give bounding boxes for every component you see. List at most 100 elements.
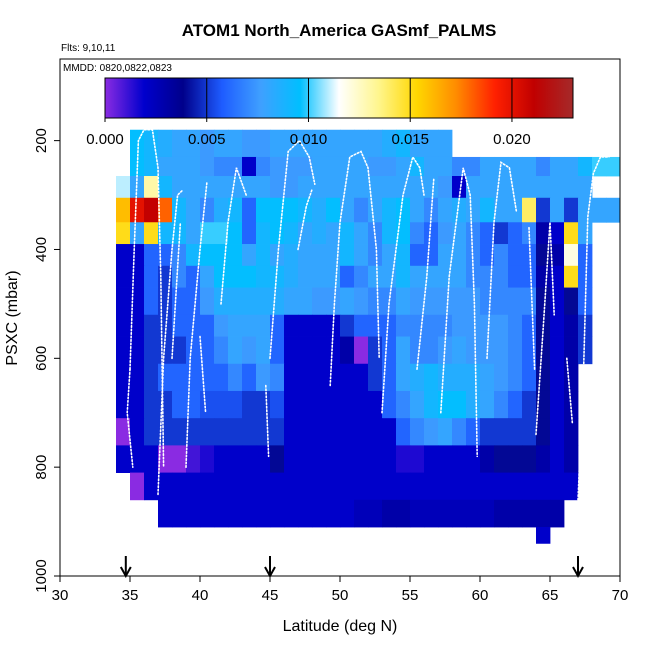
heatmap-cell xyxy=(368,390,383,419)
heatmap-cell xyxy=(116,287,131,316)
heatmap-cell xyxy=(214,499,229,528)
heatmap-cell xyxy=(368,129,383,158)
heatmap-cell xyxy=(382,156,397,177)
heatmap-cell xyxy=(564,445,579,473)
heatmap-cell xyxy=(144,363,159,392)
heatmap-cell xyxy=(158,129,173,158)
heatmap-cell xyxy=(130,472,145,501)
heatmap-cell xyxy=(480,363,495,392)
heatmap-cell xyxy=(116,244,131,267)
heatmap-cell xyxy=(172,445,187,473)
heatmap-cell xyxy=(298,363,313,392)
flight-track xyxy=(486,161,518,360)
heatmap-cell xyxy=(452,472,467,501)
heatmap-cell xyxy=(270,287,285,316)
heatmap-cell xyxy=(466,265,481,288)
latitude-marker-arrow xyxy=(572,556,584,579)
heatmap-cell xyxy=(494,336,509,365)
heatmap-cell xyxy=(312,336,327,365)
heatmap-cell xyxy=(368,472,383,501)
heatmap-cell xyxy=(522,363,537,392)
heatmap-cell xyxy=(158,445,173,473)
heatmap-cell xyxy=(158,197,173,223)
heatmap-cell xyxy=(578,265,593,288)
heatmap-cell xyxy=(214,363,229,392)
heatmap-cell xyxy=(298,499,313,528)
heatmap-cell xyxy=(368,265,383,288)
heatmap-cell xyxy=(536,472,551,501)
heatmap-cell xyxy=(354,418,369,446)
heatmap-cell xyxy=(564,156,579,177)
heatmap-cell xyxy=(214,129,229,158)
heatmap-cell xyxy=(284,390,299,419)
heatmap-cell xyxy=(494,244,509,267)
flights-annotation: Flts: 9,10,11 xyxy=(61,43,116,54)
heatmap-cell xyxy=(410,222,425,245)
heatmap-cell xyxy=(466,363,481,392)
heatmap-cell xyxy=(298,390,313,419)
heatmap-cell xyxy=(130,265,145,288)
heatmap-cell xyxy=(228,156,243,177)
heatmap-cell xyxy=(452,390,467,419)
heatmap-cell xyxy=(144,390,159,419)
heatmap-cell xyxy=(438,129,453,158)
heatmap-cell xyxy=(228,222,243,245)
heatmap-cell xyxy=(466,499,481,528)
heatmap-cell xyxy=(256,156,271,177)
heatmap-cell xyxy=(270,418,285,446)
heatmap-cell xyxy=(270,363,285,392)
heatmap-cell xyxy=(172,363,187,392)
colorbar-gradient xyxy=(104,77,574,119)
heatmap-cell xyxy=(172,472,187,501)
heatmap-cell xyxy=(158,222,173,245)
heatmap-cell xyxy=(214,197,229,223)
heatmap-cell xyxy=(424,129,439,158)
heatmap-cell xyxy=(396,156,411,177)
y-axis: 200 400 600 800 1000 xyxy=(33,128,60,593)
heatmap-cell xyxy=(186,129,201,158)
heatmap-cell xyxy=(340,222,355,245)
heatmap-cell xyxy=(410,390,425,419)
heatmap-cell xyxy=(186,499,201,528)
flight-track xyxy=(566,357,574,425)
heatmap-cell xyxy=(480,499,495,528)
heatmap-cell xyxy=(214,156,229,177)
heatmap-cell xyxy=(480,445,495,473)
heatmap-cell xyxy=(522,244,537,267)
heatmap-cell xyxy=(186,418,201,446)
heatmap-cell xyxy=(144,156,159,177)
heatmap-cell xyxy=(270,156,285,177)
heatmap-cell xyxy=(438,222,453,245)
heatmap-cell xyxy=(144,244,159,267)
heatmap-cell xyxy=(508,390,523,419)
heatmap-cell xyxy=(550,287,565,316)
heatmap-cell xyxy=(228,129,243,158)
heatmap-cell xyxy=(550,363,565,392)
heatmap-cell xyxy=(536,222,551,245)
heatmap-cell xyxy=(368,176,383,199)
heatmap-cell xyxy=(564,222,579,245)
heatmap-cell xyxy=(116,176,131,199)
heatmap-cell xyxy=(522,156,537,177)
heatmap-cell xyxy=(228,287,243,316)
heatmap-cell xyxy=(494,197,509,223)
latitude-markers xyxy=(119,556,584,579)
heatmap-cell xyxy=(228,363,243,392)
heatmap-cell xyxy=(284,314,299,337)
heatmap-cell xyxy=(256,363,271,392)
heatmap-cell xyxy=(382,499,397,528)
heatmap-cell xyxy=(522,499,537,528)
heatmap-cell xyxy=(116,314,131,337)
heatmap-cell xyxy=(578,336,593,365)
heatmap-cell xyxy=(424,222,439,245)
heatmap-cell xyxy=(312,418,327,446)
heatmap-cell xyxy=(578,176,593,199)
heatmap-cell xyxy=(508,176,523,199)
heatmap-cell xyxy=(508,197,523,223)
heatmap-cell xyxy=(368,363,383,392)
heatmap-cell xyxy=(424,287,439,316)
flight-track xyxy=(220,167,247,305)
heatmap-cell xyxy=(312,156,327,177)
heatmap-cell xyxy=(116,222,131,245)
heatmap-cell xyxy=(242,222,257,245)
